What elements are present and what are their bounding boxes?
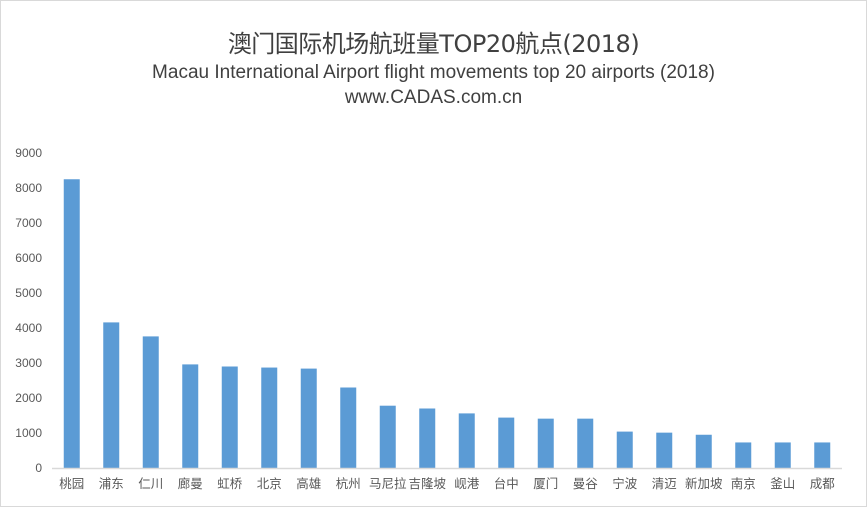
bar (458, 413, 475, 468)
x-tick-label: 新加坡 (685, 476, 723, 491)
chart-subtitle: Macau International Airport flight movem… (152, 62, 715, 83)
chart-source: www.CADAS.com.cn (344, 87, 523, 108)
x-tick-label: 北京 (257, 476, 282, 491)
x-tick-label: 吉隆坡 (408, 476, 446, 491)
y-tick-label: 9000 (15, 146, 42, 160)
bar (695, 434, 712, 468)
bar (379, 405, 396, 468)
y-tick-label: 5000 (15, 286, 42, 300)
bar (616, 431, 633, 468)
bar (419, 408, 436, 468)
bar (63, 179, 80, 468)
x-tick-label: 釜山 (770, 476, 795, 491)
x-tick-label: 桃园 (59, 476, 84, 491)
bar (577, 418, 594, 468)
y-tick-label: 2000 (15, 391, 42, 405)
bar (103, 322, 120, 468)
bar (774, 442, 791, 468)
x-tick-label: 虹桥 (217, 476, 243, 491)
bar (537, 418, 554, 468)
x-tick-label: 成都 (810, 476, 836, 491)
bar (814, 442, 831, 468)
x-tick-label: 南京 (731, 476, 756, 491)
bar (221, 366, 238, 468)
x-tick-label: 高雄 (296, 476, 321, 491)
bar (656, 432, 673, 468)
x-tick-label: 厦门 (533, 476, 558, 491)
x-tick-label: 仁川 (138, 476, 163, 491)
x-tick-label: 台中 (494, 476, 519, 491)
x-tick-label: 清迈 (652, 476, 678, 491)
x-tick-label: 岘港 (454, 476, 480, 491)
y-tick-label: 8000 (15, 181, 42, 195)
y-tick-label: 4000 (15, 321, 42, 335)
x-tick-label: 宁波 (612, 476, 638, 491)
bar (498, 417, 515, 468)
x-tick-label: 杭州 (336, 476, 361, 491)
y-tick-label: 6000 (15, 251, 42, 265)
bar (182, 364, 199, 468)
x-tick-label: 浦东 (99, 476, 124, 491)
y-tick-label: 0 (35, 461, 42, 475)
bar (340, 387, 357, 468)
bar (735, 442, 752, 468)
x-tick-label: 马尼拉 (369, 476, 407, 491)
bar (142, 336, 159, 468)
y-tick-label: 1000 (15, 426, 42, 440)
y-tick-label: 3000 (15, 356, 42, 370)
bar (261, 367, 278, 468)
x-tick-label: 廊曼 (178, 476, 203, 491)
x-tick-label: 曼谷 (573, 476, 599, 491)
chart-title: 澳门国际机场航班量TOP20航点(2018) (227, 30, 640, 58)
y-tick-label: 7000 (15, 216, 42, 230)
bar (300, 368, 317, 468)
